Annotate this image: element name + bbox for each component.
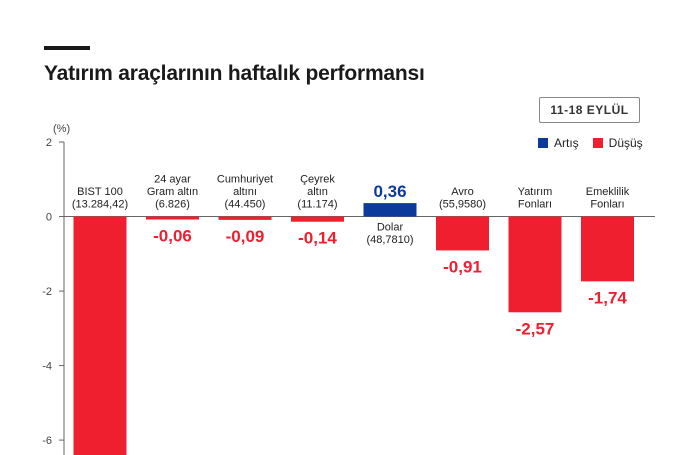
y-axis-unit: (%): [53, 123, 71, 135]
category-label: Avro: [451, 186, 473, 198]
category-label: altını: [233, 186, 257, 198]
category-label: Yatırım: [518, 186, 553, 198]
category-label: (6.826): [155, 199, 190, 211]
y-tick-label: -2: [42, 286, 52, 298]
category-label: Çeyrek: [300, 174, 335, 186]
category-label: (13.284,42): [72, 199, 128, 211]
legend-swatch-up: [538, 138, 548, 148]
bar: [436, 216, 489, 251]
bar: [146, 216, 199, 220]
bar: [508, 216, 562, 313]
data-label: 0,36: [373, 182, 406, 201]
bar: [218, 216, 272, 220]
y-tick-label: 0: [46, 212, 52, 224]
legend-label-up: Artış: [554, 136, 579, 150]
legend-swatch-down: [592, 138, 603, 148]
category-label: Emeklilik: [586, 186, 630, 198]
category-label: Cumhuriyet: [217, 174, 273, 186]
category-label: Gram altın: [147, 186, 198, 198]
data-label: -0,14: [298, 229, 337, 248]
data-label: -0,09: [226, 227, 265, 246]
category-label: (11.174): [297, 199, 337, 211]
category-label: (48,7810): [366, 234, 413, 246]
y-tick-label: -4: [42, 361, 52, 373]
data-label: -0,91: [443, 257, 482, 276]
category-label: 24 ayar: [154, 174, 191, 186]
date-range-badge: 11-18 EYLÜL: [539, 97, 640, 123]
y-tick-label: -6: [42, 435, 52, 447]
y-tick-label: 2: [46, 137, 52, 149]
category-label: (44.450): [225, 199, 266, 211]
category-label: Dolar: [377, 222, 404, 234]
bar: [73, 216, 127, 455]
title-accent-bar: [44, 46, 90, 50]
legend-item-down: Düşüş: [592, 136, 643, 150]
chart-title: Yatırım araçlarının haftalık performansı: [44, 62, 425, 85]
category-label: Fonları: [590, 199, 624, 211]
category-label: altın: [307, 186, 328, 198]
data-label: -2,57: [516, 319, 555, 338]
data-label: -0,06: [153, 227, 192, 246]
legend-item-up: Artış: [538, 136, 579, 150]
category-label: (55,9580): [439, 199, 486, 211]
bar: [581, 216, 634, 282]
data-label: -1,74: [588, 288, 627, 307]
bar: [363, 203, 417, 217]
legend-label-down: Düşüş: [608, 136, 643, 150]
category-label: Fonları: [518, 199, 552, 211]
legend: Artış Düşüş: [538, 136, 643, 150]
category-label: BIST 100: [77, 186, 123, 198]
bar: [291, 216, 344, 222]
